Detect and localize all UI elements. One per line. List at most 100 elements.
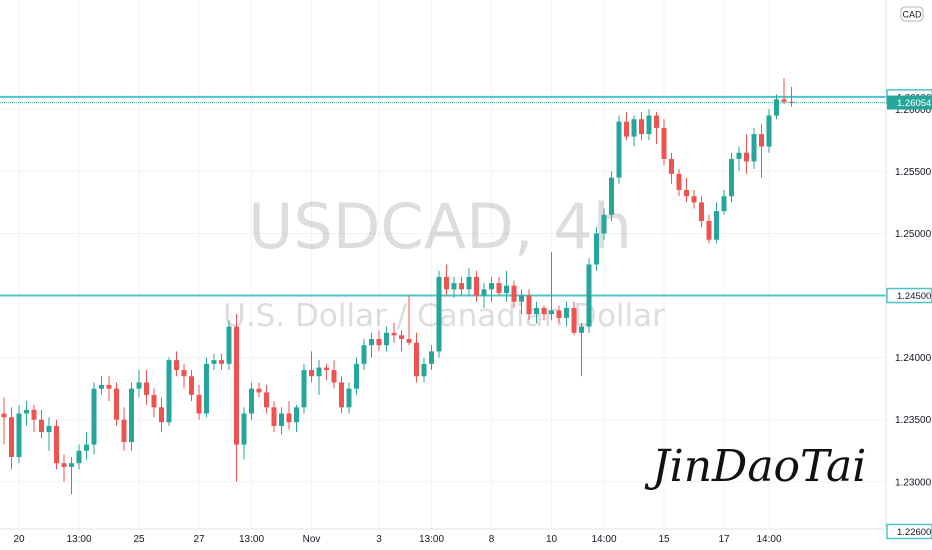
time-tick-label: 14:00 [756,534,781,545]
candle-up [549,252,554,321]
candle-up [466,268,472,296]
candle-body [189,376,194,395]
candle-up [16,404,22,464]
time-tick-labels: 20 13:00 25 27 13:00 Nov 3 13:00 8 10 14:00 15 17 14:… [13,534,782,545]
candle-body [234,326,239,445]
candle-body [144,382,149,395]
price-tick-label: 1.23500 [895,415,932,426]
candle-body [369,339,374,346]
candle-body [699,202,704,222]
candle-up [564,301,569,327]
candle-body [46,425,52,433]
level-badge [886,523,932,540]
candle-up [226,320,232,371]
candle-down [706,214,712,244]
candle-down [339,376,344,414]
candle-down [31,404,37,433]
candle-down [661,119,667,166]
candle-down [256,382,262,398]
candle-body [781,99,787,102]
candle-up [354,357,359,395]
candle-up [211,353,217,371]
candle-body [166,360,172,423]
candle-body [61,463,67,467]
candle-body [714,211,719,240]
candle-up [129,382,134,451]
candle-up [421,357,427,383]
candle-body [759,134,764,147]
candle-body [669,158,674,174]
currency-badge-label: CAD [902,10,922,20]
candle-body [601,214,607,234]
candle-body [481,289,487,296]
candle-body [9,417,14,457]
candle-up [24,401,29,426]
candle-down [759,124,764,178]
candle-up [46,417,52,451]
candle-body [84,444,89,451]
candle-body [181,370,187,377]
candle-down [676,168,682,197]
candle-body [541,307,547,315]
candle-body [346,388,352,408]
candle-body [631,119,637,137]
time-axis[interactable] [0,529,932,550]
candle-down [744,134,749,174]
candle-down [399,330,404,352]
time-tick-label: 13:00 [66,534,91,545]
candle-down [54,419,59,470]
candle-down [376,330,382,352]
candle-down [9,407,14,470]
candle-body [586,264,592,327]
currency-badge[interactable]: CAD [900,6,924,22]
candle-body [76,450,82,464]
candle-down [781,78,787,105]
candle-down [144,370,149,405]
candle-down [691,189,697,209]
candle-body [219,360,224,364]
candle-body [549,310,554,315]
candle-up [774,94,779,120]
candle-body [504,285,509,294]
candle-body [744,152,749,162]
candle-down [189,370,194,402]
candle-up [249,382,254,420]
candle-down [219,353,224,371]
candle-body [354,363,359,389]
candle-body [489,283,494,290]
candle-body [324,367,329,371]
candle-body [301,370,307,408]
price-tick-label: 1.23000 [895,477,932,488]
candle-body [729,158,734,197]
candle-body [556,310,562,318]
candle-body [174,360,179,371]
candle-down [271,401,277,433]
candle-down [174,351,179,377]
time-tick-label: 13:00 [239,534,264,545]
candle-body [721,196,727,212]
candle-body [406,339,412,343]
candle-down [324,363,329,380]
candle-body [534,307,539,315]
currency-badge-box [900,6,924,22]
candle-up [361,339,367,371]
price-axis[interactable] [886,0,932,529]
candle-body [376,339,382,346]
candle-up [166,357,172,426]
candle-body [271,407,277,426]
watermark-name: U.S. Dollar / Canadian Dollar [223,298,665,334]
candle-up [301,363,307,414]
candle-body [151,394,157,408]
candle-body [279,413,284,426]
candle-body [69,463,74,467]
candle-body [684,189,689,197]
candle-down [39,409,44,439]
candle-up [594,227,599,271]
candle-up [369,332,374,358]
candle-body [106,384,112,389]
candle-body [766,115,772,147]
candle-body [294,407,299,423]
